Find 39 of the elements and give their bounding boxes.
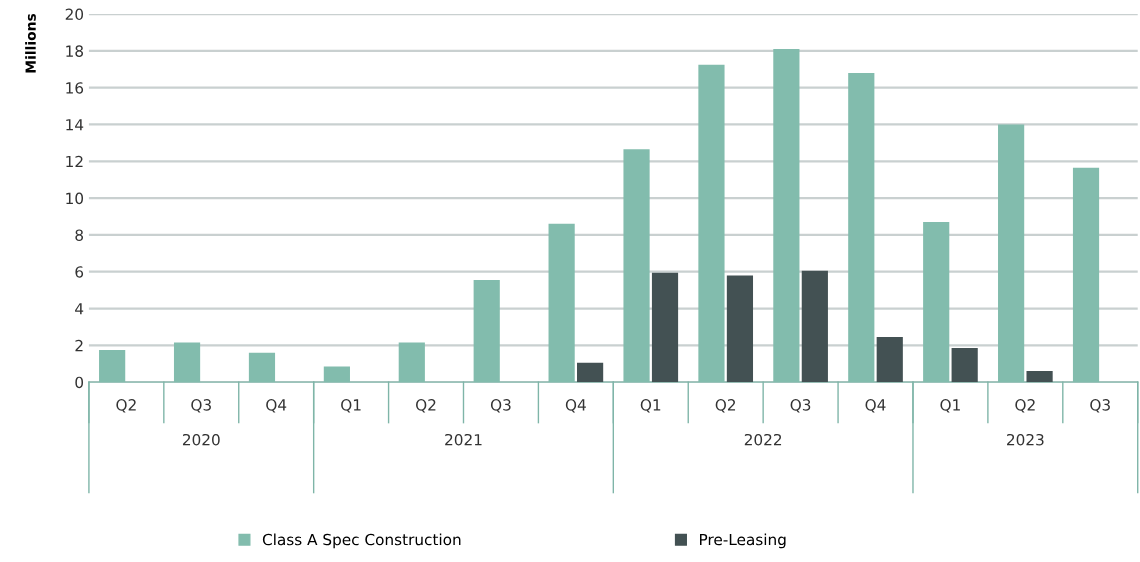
y-tick-label: 12: [66, 155, 83, 168]
y-tick-label: 10: [66, 192, 84, 205]
y-tick-label: 20: [65, 8, 84, 21]
bar: [1026, 371, 1053, 383]
y-tick-label: 0: [75, 376, 84, 389]
x-tick-label: Q3: [191, 399, 211, 413]
y-tick-label: 2: [75, 339, 83, 352]
x-tick-label: Q4: [266, 399, 287, 413]
bar: [577, 362, 604, 383]
y-tick-label: 6: [75, 266, 84, 278]
legend-label: Class A Spec Construction: [262, 533, 461, 549]
text: 2023: [1007, 433, 1044, 446]
text: 2022: [744, 433, 782, 446]
bar: [726, 275, 754, 383]
y-tick-label: 4: [75, 303, 84, 315]
y-tick-label: 8: [75, 229, 84, 241]
x-tick-label: Q4: [565, 399, 586, 413]
x-tick-label: Q3: [1090, 399, 1110, 413]
text: 2021: [445, 433, 482, 446]
x-tick-label: Q1: [341, 399, 361, 413]
y-axis-title: Millions: [25, 13, 36, 73]
x-tick-label: Q4: [865, 399, 886, 413]
bar: [876, 337, 903, 383]
x-tick-label: Q1: [640, 399, 661, 413]
x-tick-label: Q2: [1015, 399, 1035, 413]
x-tick-label: Q1: [940, 399, 960, 413]
bar: [801, 270, 828, 383]
x-tick-label: Q3: [490, 399, 511, 413]
legend-label: Pre-Leasing: [700, 533, 786, 549]
x-tick-label: Q2: [416, 399, 436, 413]
bar: [951, 348, 978, 383]
x-tick-label: Q3: [790, 399, 811, 413]
x-tick-label: Q2: [715, 399, 736, 413]
x-tick-label: Q2: [116, 399, 136, 413]
text: 2020: [182, 433, 220, 446]
y-tick-label: 14: [66, 119, 84, 131]
y-tick-label: 18: [66, 45, 84, 57]
bar: [651, 272, 679, 383]
y-tick-label: 16: [66, 82, 84, 94]
